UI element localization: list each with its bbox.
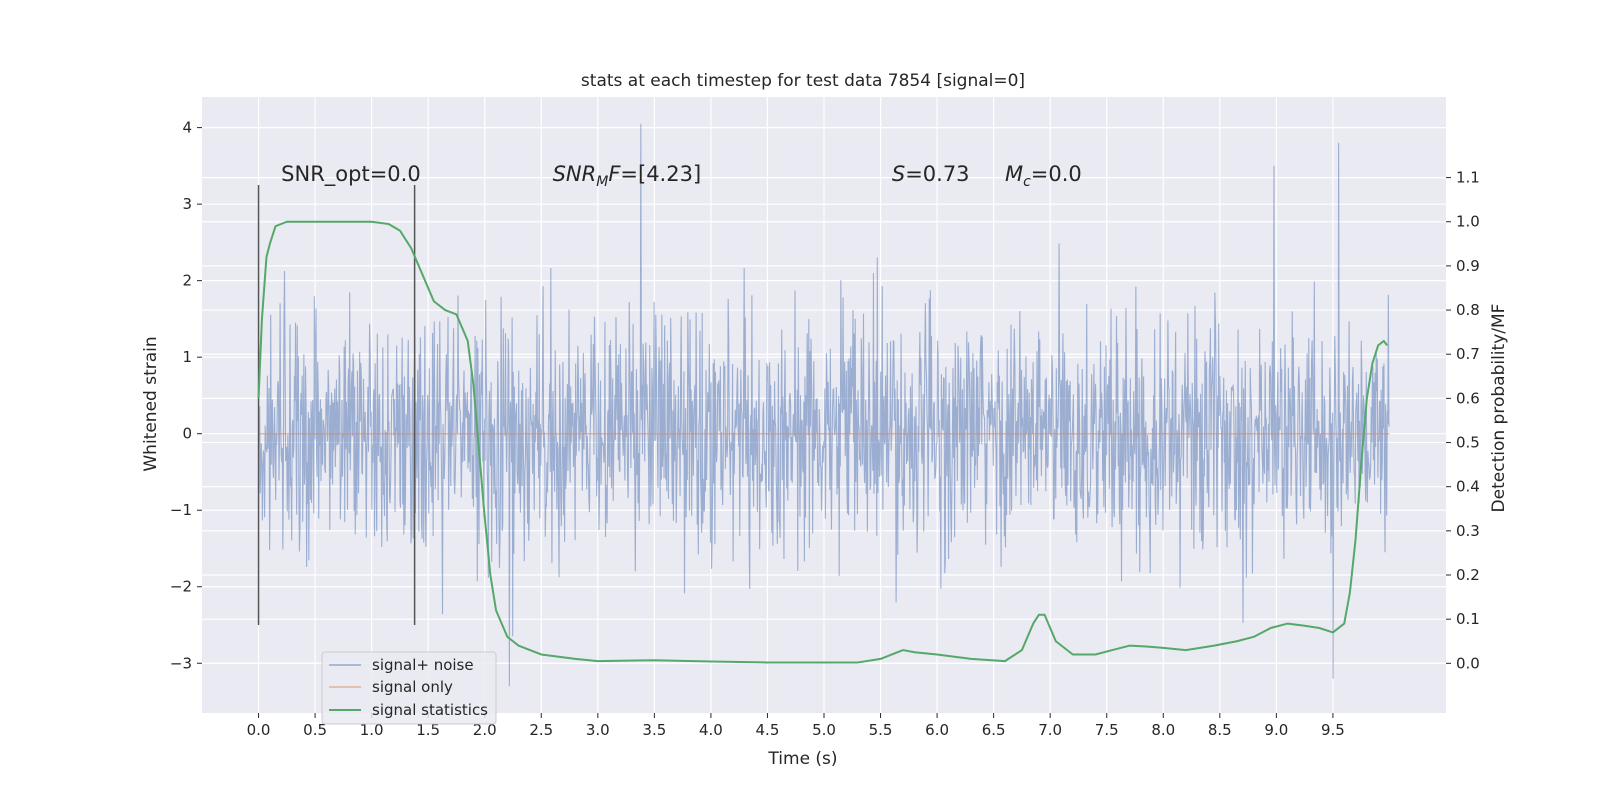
y2-tick-label: 0.9: [1456, 257, 1480, 275]
x-tick-label: 3.5: [642, 721, 666, 739]
y2-tick-label: 0.4: [1456, 478, 1480, 496]
x-tick-label: 6.0: [925, 721, 949, 739]
x-tick-label: 8.5: [1208, 721, 1232, 739]
annotations: SNR_opt=0.0 SNRMF=[4.23] S=0.73 Mc=0.0: [281, 162, 1082, 190]
x-tick-label: 9.0: [1264, 721, 1288, 739]
y-tick-label: −2: [170, 578, 192, 596]
y2-tick-label: 1.0: [1456, 213, 1480, 231]
legend-label-signal-statistics: signal statistics: [372, 701, 488, 719]
x-tick-label: 8.0: [1151, 721, 1175, 739]
y2-tick-label: 0.3: [1456, 522, 1480, 540]
y2-tick-label: 0.0: [1456, 654, 1480, 672]
legend: signal+ noise signal only signal statist…: [321, 651, 497, 725]
x-tick-label: 6.5: [982, 721, 1006, 739]
y-tick-label: 3: [182, 195, 192, 213]
signal-statistics-line: [257, 220, 1388, 664]
y-tick-label: 0: [182, 425, 192, 443]
x-tick-label: 5.5: [869, 721, 893, 739]
signal-noise-line: [258, 123, 1390, 687]
legend-box: [321, 651, 497, 725]
x-tick-label: 0.0: [247, 721, 271, 739]
x-tick-label: 4.5: [756, 721, 780, 739]
x-tick-label: 9.5: [1321, 721, 1345, 739]
y-tick-label: 4: [182, 119, 192, 137]
x-tick-label: 1.5: [416, 721, 440, 739]
y2-axis-ticks: 0.0 0.1 0.2 0.3 0.4 0.5 0.6 0.7 0.8 0.9 1.0 1.1: [1446, 169, 1480, 672]
x-axis-label: Time (s): [767, 749, 837, 769]
y2-tick-label: 1.1: [1456, 169, 1480, 187]
legend-label-signal-noise: signal+ noise: [372, 656, 474, 674]
x-tick-label: 1.0: [360, 721, 384, 739]
series-signal-statistics: [257, 220, 1388, 664]
y2-tick-label: 0.8: [1456, 301, 1480, 319]
x-tick-label: 2.5: [529, 721, 553, 739]
y-tick-label: 2: [182, 272, 192, 290]
x-tick-label: 2.0: [473, 721, 497, 739]
y2-tick-label: 0.5: [1456, 434, 1480, 452]
legend-label-signal-only: signal only: [372, 678, 453, 696]
annotation-snr-mf: SNRMF=[4.23]: [553, 162, 702, 190]
x-tick-label: 3.0: [586, 721, 610, 739]
chart-title: stats at each timestep for test data 785…: [581, 71, 1025, 91]
x-tick-label: 7.5: [1095, 721, 1119, 739]
series-signal-noise: [258, 123, 1390, 687]
x-axis-ticks: 0.0 0.5 1.0 1.5 2.0 2.5 3.0 3.5 4.0 4.5 5.0 5.5 6.0 6…: [247, 713, 1345, 739]
y2-tick-label: 0.1: [1456, 610, 1480, 628]
y2-tick-label: 0.7: [1456, 345, 1480, 363]
x-tick-label: 5.0: [812, 721, 836, 739]
x-tick-label: 0.5: [303, 721, 327, 739]
y2-tick-label: 0.6: [1456, 389, 1480, 407]
y-axis-ticks: −3 −2 −1 0 1 2 3 4: [170, 119, 202, 672]
x-tick-label: 7.0: [1038, 721, 1062, 739]
x-tick-label: 4.0: [699, 721, 723, 739]
annotation-s: S=0.73: [892, 162, 970, 186]
annotation-snr-opt: SNR_opt=0.0: [281, 162, 421, 187]
annotation-mc: Mc=0.0: [1005, 162, 1082, 190]
y2-tick-label: 0.2: [1456, 566, 1480, 584]
y-tick-label: 1: [182, 348, 192, 366]
y-axis-label: Whitened strain: [141, 336, 161, 471]
y2-axis-label: Detection probability/MF: [1489, 304, 1509, 513]
y-tick-label: −3: [170, 654, 192, 672]
y-tick-label: −1: [170, 501, 192, 519]
